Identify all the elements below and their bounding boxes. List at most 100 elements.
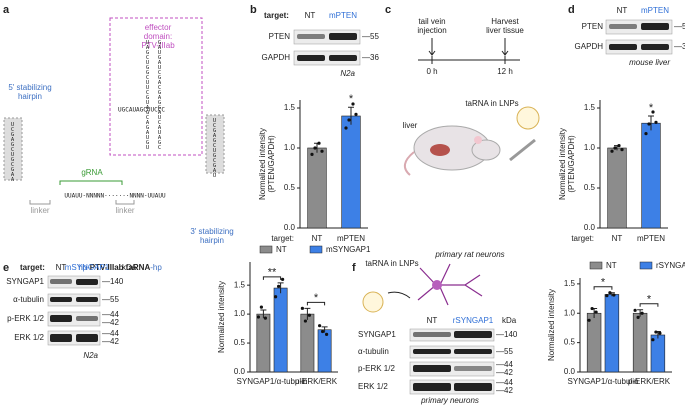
- data-point: [654, 120, 658, 124]
- data-point: [256, 315, 260, 319]
- label: e: [3, 262, 9, 274]
- data-point: [310, 152, 314, 156]
- label: UGCAUAGCUUCCC: [118, 107, 165, 114]
- data-point: [608, 291, 612, 295]
- caption-part: PTV-IIIab taRNA: [90, 263, 151, 272]
- label: —55: [362, 32, 379, 41]
- data-point: [612, 293, 616, 297]
- x-tick-label: SYNGAP1/α-tubulin: [568, 377, 639, 386]
- y-tick-label: 0.5: [564, 338, 576, 347]
- label: primary rat neurons: [434, 250, 504, 259]
- data-point: [658, 331, 662, 335]
- data-point: [610, 149, 614, 153]
- label: 5' stabilizing: [8, 83, 51, 92]
- label: taRNA in LNPs: [465, 99, 518, 108]
- y-tick-label: 0.0: [284, 223, 296, 232]
- x-tick-label: SYNGAP1/α-tubulin: [237, 377, 308, 386]
- label: N2a: [83, 351, 98, 360]
- label: mPTEN: [329, 11, 357, 20]
- linker-brackets: [29, 200, 135, 205]
- data-point: [281, 277, 285, 281]
- label: p-ERK 1/2: [7, 314, 44, 323]
- y-tick-label: 0.0: [584, 223, 596, 232]
- error-bar: [304, 307, 311, 320]
- y-axis-label: Normalized intensity: [258, 128, 267, 200]
- y-tick-label: 0.0: [234, 367, 246, 376]
- data-point: [605, 294, 609, 298]
- label: —42: [102, 337, 119, 346]
- significance-label: *: [601, 277, 606, 289]
- label: α-tubulin: [358, 347, 389, 356]
- data-point: [587, 318, 591, 322]
- label: 0 h: [426, 67, 437, 76]
- data-point: [636, 315, 640, 319]
- label: —140: [496, 330, 518, 339]
- error-bar: [637, 309, 644, 317]
- y-tick-label: 0.0: [564, 367, 576, 376]
- label: primary neurons: [420, 396, 479, 405]
- label: d: [568, 4, 575, 16]
- legend-label: rSYNGAP1: [656, 261, 685, 270]
- data-point: [313, 146, 317, 150]
- y-tick-label: 1.5: [234, 280, 246, 289]
- data-point: [651, 338, 655, 342]
- legend-label: mSYNGAP1: [326, 245, 371, 254]
- label: —44: [496, 360, 513, 369]
- label: f: [352, 262, 356, 274]
- label: injection: [417, 26, 446, 35]
- label: gRNA: [81, 168, 103, 177]
- label: p-ERK 1/2: [358, 364, 395, 373]
- label: kDa: [502, 316, 517, 325]
- bar: [256, 313, 271, 373]
- hairpin5-box: [3, 117, 23, 181]
- caption-part: -hp: [150, 263, 162, 272]
- label: SYNGAP1: [358, 330, 396, 339]
- label: NT: [305, 11, 316, 20]
- y-tick-label: 0.5: [584, 183, 596, 192]
- x-tick-label: mPTEN: [337, 234, 365, 243]
- label: b: [250, 4, 257, 16]
- legend-swatch: [639, 261, 653, 270]
- data-point: [347, 118, 351, 122]
- data-point: [277, 284, 281, 288]
- label: —55: [496, 347, 513, 356]
- x-tick-label: NT: [312, 234, 323, 243]
- label: mSYNGAP1: [65, 263, 110, 272]
- bar: [607, 147, 627, 229]
- data-point: [321, 329, 325, 334]
- data-point: [263, 316, 267, 320]
- significance-label: **: [268, 267, 277, 279]
- data-point: [317, 141, 321, 145]
- label: 3' stabilizing: [190, 227, 233, 236]
- legend-swatch: [259, 245, 273, 254]
- y-tick-label: 1.5: [564, 279, 576, 288]
- error-bar: [348, 106, 354, 125]
- label: NT: [617, 6, 628, 15]
- caption: hp-PTV-IIIab taRNA-hp: [78, 263, 162, 272]
- label: effector: [145, 23, 172, 32]
- label: target:: [264, 11, 289, 20]
- label: kDa: [122, 263, 137, 272]
- error-bar: [321, 326, 328, 333]
- label: SYNGAP1: [6, 277, 44, 286]
- data-point: [617, 144, 621, 148]
- legend-label: NT: [606, 261, 617, 270]
- mouse: [403, 106, 540, 176]
- label: —44: [102, 310, 119, 319]
- x-tick-label: p-ERK/ERK: [628, 377, 671, 386]
- label: —36: [674, 42, 685, 51]
- effector-box: [109, 17, 203, 156]
- bar: [341, 115, 361, 229]
- label: —44: [102, 329, 119, 338]
- label: hairpin: [200, 236, 224, 245]
- bar: [632, 312, 648, 373]
- timeline: [418, 38, 520, 64]
- x-tick-label: mPTEN: [637, 234, 665, 243]
- label: c: [385, 4, 391, 16]
- blot-bands: [50, 23, 669, 391]
- hairpin3-box: [205, 114, 225, 174]
- label: Harvest: [491, 17, 519, 26]
- legend-label: NT: [276, 245, 287, 254]
- significance-label: *: [314, 292, 319, 304]
